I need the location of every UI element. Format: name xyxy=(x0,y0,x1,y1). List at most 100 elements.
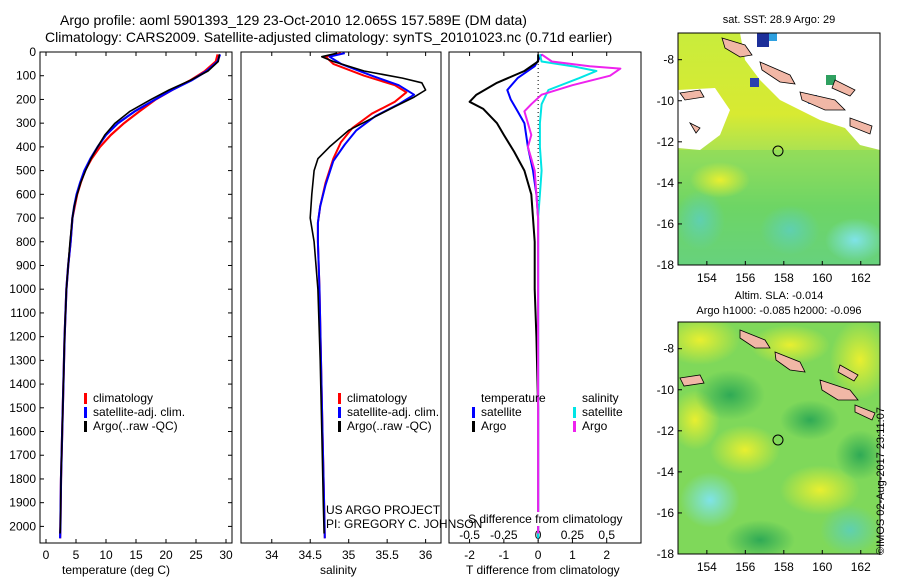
map-y-tick-label: -8 xyxy=(663,53,674,67)
legend-label: Argo(..raw -QC) xyxy=(347,419,432,433)
y-tick-label: 1700 xyxy=(9,448,36,462)
diff-legend-temperature: temperature satellite Argo xyxy=(472,391,546,433)
legend-label: satellite xyxy=(481,405,522,419)
legend-heading: salinity xyxy=(582,391,619,405)
y-tick-label: 1400 xyxy=(9,377,36,391)
map-x-tick-label: 158 xyxy=(774,271,794,285)
x-tick-label: 35 xyxy=(342,548,356,562)
legend-label: Argo(..raw -QC) xyxy=(93,419,178,433)
x-tick-label: 30 xyxy=(219,548,233,562)
figure-title-line2: Climatology: CARS2009. Satellite-adjuste… xyxy=(45,29,613,45)
x-tick-label: 5 xyxy=(73,548,80,562)
s-difference-axis-label: S difference from climatology xyxy=(468,512,623,526)
legend-label: Argo xyxy=(582,419,608,433)
y-tick-label: 400 xyxy=(16,140,36,154)
map-y-tick-label: -18 xyxy=(657,547,675,561)
sla-map xyxy=(678,322,880,554)
legend-label: Argo xyxy=(481,419,507,433)
salinity-legend: climatology satellite-adj. clim. Argo(..… xyxy=(338,391,439,433)
legend-swatch-black xyxy=(472,420,475,432)
map-y-tick-label: -16 xyxy=(657,506,675,520)
argo-location-marker xyxy=(772,434,784,446)
legend-swatch-blue xyxy=(472,406,475,418)
y-tick-label: 2000 xyxy=(9,519,36,533)
map-y-tick-label: -12 xyxy=(657,424,675,438)
map-x-tick-label: 160 xyxy=(812,271,832,285)
credit-line1: US ARGO PROJECT xyxy=(326,503,441,517)
map-x-tick-label: 156 xyxy=(735,271,755,285)
series-line-satellite-adj-clim- xyxy=(59,54,222,539)
plot-frame xyxy=(240,51,442,544)
map-y-tick-label: -14 xyxy=(657,176,675,190)
y-tick-label: 200 xyxy=(16,92,36,106)
series-line-climatology xyxy=(59,54,219,539)
x-tick-label: 25 xyxy=(189,548,203,562)
x-tick-label: 35.5 xyxy=(375,548,399,562)
legend-swatch-black xyxy=(84,420,87,432)
temperature-legend: climatology satellite-adj. clim. Argo(..… xyxy=(84,391,185,433)
legend-swatch-black xyxy=(338,420,341,432)
legend-label: climatology xyxy=(93,391,154,405)
map-x-tick-label: 156 xyxy=(735,560,755,574)
legend-swatch-magenta xyxy=(573,420,576,432)
sst-map-title: sat. SST: 28.9 Argo: 29 xyxy=(722,14,836,26)
y-tick-label: 500 xyxy=(16,164,36,178)
x-tick-label: -2 xyxy=(464,548,475,562)
x-tick-label: 10 xyxy=(99,548,113,562)
y-tick-label: 300 xyxy=(16,116,36,130)
plot-frame xyxy=(448,51,642,544)
sst-map xyxy=(678,33,880,265)
map-x-tick-label: 158 xyxy=(774,560,794,574)
plot-frame xyxy=(39,51,233,544)
s-diff-tick-label: -0.5 xyxy=(459,528,480,542)
map-x-tick-label: 162 xyxy=(851,271,871,285)
map-x-tick-label: 154 xyxy=(697,271,717,285)
x-tick-label: 0 xyxy=(43,548,50,562)
imos-watermark: ©IMOS 02-Aug-2017 23:11:07 xyxy=(875,407,887,555)
legend-swatch-red xyxy=(338,392,341,404)
figure-title-line1: Argo profile: aoml 5901393_129 23-Oct-20… xyxy=(60,12,527,28)
y-tick-label: 900 xyxy=(16,258,36,272)
x-tick-label: 0 xyxy=(535,548,542,562)
diff-legend-salinity: salinity satellite Argo xyxy=(573,391,623,433)
sla-map-title-line2: Argo h1000: -0.085 h2000: -0.096 xyxy=(696,305,862,317)
x-tick-label: 2 xyxy=(603,548,610,562)
y-tick-label: 0 xyxy=(29,45,36,59)
map-x-tick-label: 162 xyxy=(851,560,871,574)
y-tick-label: 1800 xyxy=(9,472,36,486)
map-y-tick-label: -10 xyxy=(657,94,675,108)
legend-swatch-blue xyxy=(84,406,87,418)
y-tick-label: 700 xyxy=(16,211,36,225)
map-x-tick-label: 154 xyxy=(697,560,717,574)
series-line-satellite-adj-clim- xyxy=(316,52,416,539)
s-diff-tick-label: 0.25 xyxy=(561,528,585,542)
x-tick-label: 15 xyxy=(129,548,143,562)
x-tick-label: 1 xyxy=(569,548,576,562)
legend-swatch-red xyxy=(84,392,87,404)
map-y-tick-label: -12 xyxy=(657,135,675,149)
x-tick-label: 20 xyxy=(159,548,173,562)
legend-swatch-cyan xyxy=(573,406,576,418)
x-tick-label: 34 xyxy=(265,548,279,562)
series-line-s-satellite xyxy=(537,54,598,539)
argo-location-marker xyxy=(772,145,784,157)
series-line-argo-raw-qc- xyxy=(309,52,427,534)
t-difference-axis-label: T difference from climatology xyxy=(466,563,620,577)
map-y-tick-label: -8 xyxy=(663,342,674,356)
sla-map-title-line1: Altim. SLA: -0.014 xyxy=(734,290,824,302)
s-diff-tick-label: -0.25 xyxy=(490,528,518,542)
series-line-t-satellite xyxy=(506,53,543,539)
y-tick-label: 100 xyxy=(16,69,36,83)
temperature-axis-label: temperature (deg C) xyxy=(62,563,171,577)
y-tick-label: 800 xyxy=(16,235,36,249)
series-line-argo-raw-qc- xyxy=(59,54,221,534)
legend-label: satellite xyxy=(582,405,623,419)
y-tick-label: 1900 xyxy=(9,496,36,510)
y-tick-label: 1500 xyxy=(9,401,36,415)
credit-line2: PI: GREGORY C. JOHNSON xyxy=(326,517,483,531)
legend-swatch-blue xyxy=(338,406,341,418)
map-y-tick-label: -14 xyxy=(657,465,675,479)
y-tick-label: 600 xyxy=(16,187,36,201)
x-tick-label: -1 xyxy=(499,548,510,562)
